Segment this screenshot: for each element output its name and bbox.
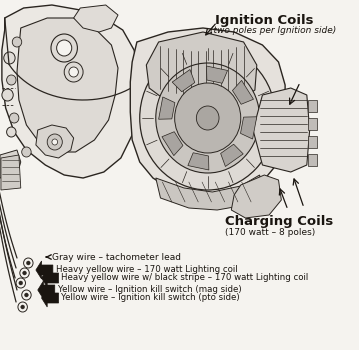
Circle shape	[140, 46, 276, 190]
Circle shape	[19, 281, 23, 285]
Bar	[308, 154, 317, 166]
Polygon shape	[221, 144, 243, 167]
Polygon shape	[159, 97, 175, 119]
Circle shape	[12, 37, 22, 47]
Polygon shape	[172, 70, 195, 92]
Text: (two poles per Ignition side): (two poles per Ignition side)	[210, 26, 336, 35]
Text: Heavy yellow wire – 170 watt Lighting coil: Heavy yellow wire – 170 watt Lighting co…	[56, 266, 237, 274]
Polygon shape	[162, 132, 183, 156]
Circle shape	[16, 278, 25, 288]
Polygon shape	[2, 5, 140, 178]
Text: Gray wire – tachometer lead: Gray wire – tachometer lead	[52, 252, 181, 261]
Circle shape	[18, 302, 27, 312]
Circle shape	[21, 305, 24, 309]
Circle shape	[24, 293, 28, 297]
Text: (170 watt – 8 poles): (170 watt – 8 poles)	[225, 228, 315, 237]
Polygon shape	[241, 117, 257, 139]
Polygon shape	[36, 125, 74, 158]
Circle shape	[23, 271, 27, 275]
Polygon shape	[146, 32, 257, 105]
Polygon shape	[188, 153, 209, 170]
Polygon shape	[231, 175, 281, 218]
Circle shape	[175, 83, 241, 153]
Circle shape	[22, 290, 31, 300]
Polygon shape	[0, 150, 21, 178]
Polygon shape	[206, 66, 228, 83]
Text: Yellow wire – Ignition kill switch (mag side): Yellow wire – Ignition kill switch (mag …	[57, 286, 241, 294]
Circle shape	[64, 62, 83, 82]
Polygon shape	[42, 269, 59, 287]
Text: Heavy yellow wire w/ black stripe – 170 watt Lighting coil: Heavy yellow wire w/ black stripe – 170 …	[61, 273, 309, 282]
Circle shape	[24, 258, 33, 268]
Text: Yellow wire – Ignition kill switch (pto side): Yellow wire – Ignition kill switch (pto …	[61, 294, 240, 302]
Polygon shape	[253, 88, 310, 172]
Circle shape	[69, 67, 78, 77]
Circle shape	[47, 134, 62, 150]
Text: Charging Coils: Charging Coils	[225, 215, 333, 228]
Polygon shape	[1, 155, 21, 190]
Polygon shape	[156, 175, 262, 210]
Circle shape	[27, 261, 30, 265]
Polygon shape	[130, 28, 285, 200]
Polygon shape	[17, 18, 118, 152]
Bar	[308, 136, 317, 148]
Circle shape	[6, 75, 16, 85]
Circle shape	[6, 127, 16, 137]
Polygon shape	[42, 289, 59, 307]
Circle shape	[22, 147, 31, 157]
Text: Ignition Coils: Ignition Coils	[215, 14, 314, 27]
Polygon shape	[74, 5, 118, 32]
Bar	[308, 100, 317, 112]
Circle shape	[156, 63, 260, 173]
Polygon shape	[233, 80, 253, 104]
Polygon shape	[36, 261, 53, 279]
Circle shape	[57, 40, 72, 56]
Circle shape	[9, 113, 19, 123]
Bar	[308, 118, 317, 130]
Circle shape	[4, 52, 15, 64]
Polygon shape	[38, 281, 55, 299]
Circle shape	[196, 106, 219, 130]
Circle shape	[51, 34, 78, 62]
Circle shape	[52, 139, 57, 145]
Circle shape	[20, 268, 29, 278]
Circle shape	[2, 89, 13, 101]
